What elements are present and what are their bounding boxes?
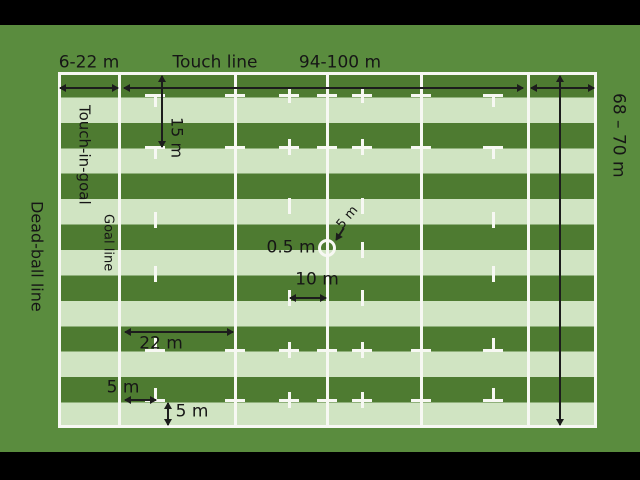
field-width-label: 68 – 70 m [608, 93, 629, 178]
field-dash-mark [317, 93, 337, 97]
field-dash-mark [411, 398, 431, 402]
field-dash-mark [491, 266, 495, 282]
field-dash-mark [153, 148, 157, 159]
field-dash-mark [153, 96, 157, 107]
field-dash-mark [317, 398, 337, 402]
field-dash-mark [153, 388, 157, 399]
field-dash-mark [491, 338, 495, 349]
field-dash-mark [411, 145, 431, 149]
field-dash-mark [287, 392, 291, 408]
field-dash-mark [360, 342, 364, 358]
field-dash-mark [360, 290, 364, 306]
fifteen-m-arrow [158, 75, 166, 148]
field-dash-mark [360, 139, 364, 155]
in-goal-depth-arrow-left [59, 84, 119, 92]
field-dash-mark [483, 398, 503, 402]
twenty-two-m-label: 22 m [139, 333, 183, 354]
dead-ball-line-label: Dead-ball line [27, 201, 47, 312]
five-m-goal-arrow [124, 396, 157, 404]
field-dash-mark [360, 87, 364, 103]
in-goal-depth-label: 6-22 m [58, 52, 120, 73]
field-dash-mark [411, 93, 431, 97]
field-dash-mark [287, 87, 291, 103]
touch-in-goal-label: Touch-in-goal [75, 105, 94, 205]
field-dash-mark [360, 198, 364, 214]
twenty-two-metre-line-left [233, 72, 237, 428]
field-dash-mark [145, 348, 165, 352]
field-dash-mark [491, 388, 495, 399]
field-dash-mark [483, 93, 503, 97]
field-dash-mark [317, 348, 337, 352]
field-dash-mark [153, 266, 157, 282]
field-dash-mark [360, 242, 364, 258]
five-m-goal-label: 5 m [106, 377, 140, 398]
goal-line-left [117, 72, 121, 428]
goal-line-right [526, 72, 530, 428]
field-dash-mark [287, 198, 291, 214]
field-dash-mark [225, 398, 245, 402]
field-dash-mark [360, 392, 364, 408]
field-dash-mark [317, 145, 337, 149]
field-width-arrow [556, 75, 564, 426]
centre-spot-circle [318, 239, 336, 257]
diagram-canvas: 6-22 m Touch line 94-100 m 15 m Touch-in… [0, 25, 640, 452]
field-dash-mark [145, 145, 165, 149]
field-dash-mark [491, 212, 495, 228]
ten-m-label: 10 m [295, 269, 339, 290]
field-dash-mark [491, 96, 495, 107]
five-m-touch-label: 5 m [175, 401, 209, 422]
field-dash-mark [491, 148, 495, 159]
field-dash-mark [225, 348, 245, 352]
field-dash-mark [287, 342, 291, 358]
field-dash-mark [153, 338, 157, 349]
field-dash-mark [483, 145, 503, 149]
field-dash-mark [287, 139, 291, 155]
field-dash-mark [225, 145, 245, 149]
twenty-two-metre-line-right [419, 72, 423, 428]
fifteen-m-label: 15 m [167, 117, 187, 159]
field-dash-mark [145, 93, 165, 97]
rugby-field [58, 72, 597, 428]
centre-circle-radius-label: 0.5 m [266, 237, 316, 258]
goal-line-label: Goal line [100, 214, 116, 272]
field-dash-mark [153, 212, 157, 228]
five-m-touch-arrow [164, 402, 172, 426]
in-goal-depth-arrow-right [530, 84, 595, 92]
ten-m-arrow [289, 294, 327, 302]
field-dash-mark [483, 348, 503, 352]
field-length-arrow [123, 84, 524, 92]
twenty-two-m-arrow [124, 328, 234, 336]
field-dash-mark [411, 348, 431, 352]
field-length-label: 94-100 m [298, 52, 382, 73]
field-dash-mark [225, 93, 245, 97]
touch-line-label: Touch line [172, 52, 258, 73]
